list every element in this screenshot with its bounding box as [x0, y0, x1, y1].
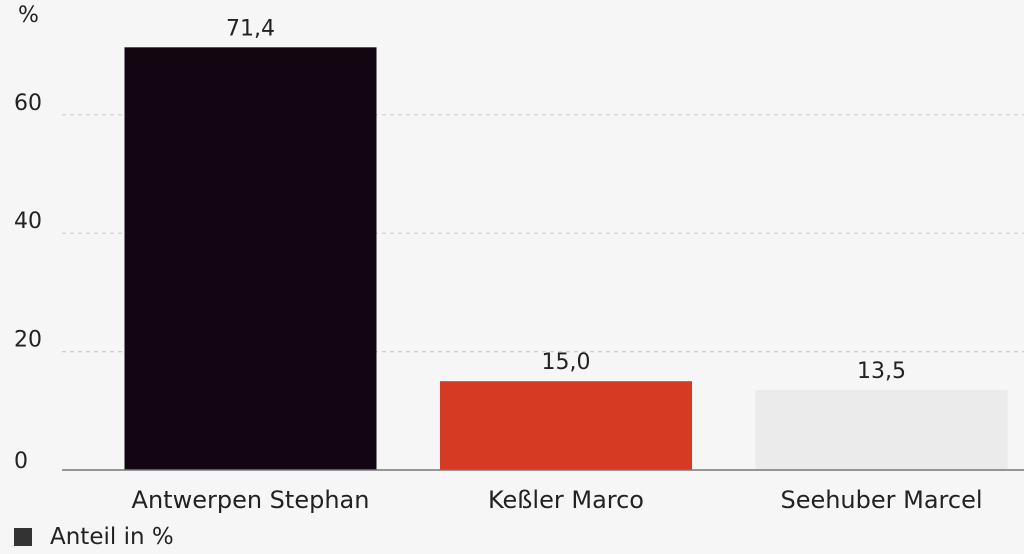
y-tick-label-20: 20 [14, 328, 42, 353]
y-axis-unit-label: % [18, 3, 39, 28]
value-label-1: 71,4 [226, 16, 275, 41]
y-tick-label-0: 0 [14, 449, 28, 474]
value-label-3: 13,5 [857, 359, 906, 384]
legend-swatch [14, 528, 32, 546]
bar-1 [124, 47, 377, 470]
bars [124, 47, 1008, 470]
bar-2 [440, 381, 692, 470]
value-labels: 71,4 15,0 13,5 [226, 16, 906, 384]
y-tick-label-40: 40 [14, 209, 42, 234]
y-axis-ticks: 0 20 40 60 [14, 91, 42, 474]
category-label-1: Antwerpen Stephan [132, 486, 370, 514]
legend: Anteil in % [14, 524, 174, 550]
bar-chart: % 0 20 40 60 71,4 15,0 13,5 Antwerpen Stephan… [14, 3, 1024, 514]
category-label-2: Keßler Marco [488, 486, 644, 514]
y-tick-label-60: 60 [14, 91, 42, 116]
value-label-2: 15,0 [542, 350, 591, 375]
category-label-3: Seehuber Marcel [780, 486, 982, 514]
category-labels: Antwerpen Stephan Keßler Marco Seehuber Ma… [132, 486, 983, 514]
bar-3 [755, 390, 1008, 470]
legend-label: Anteil in % [50, 524, 174, 550]
